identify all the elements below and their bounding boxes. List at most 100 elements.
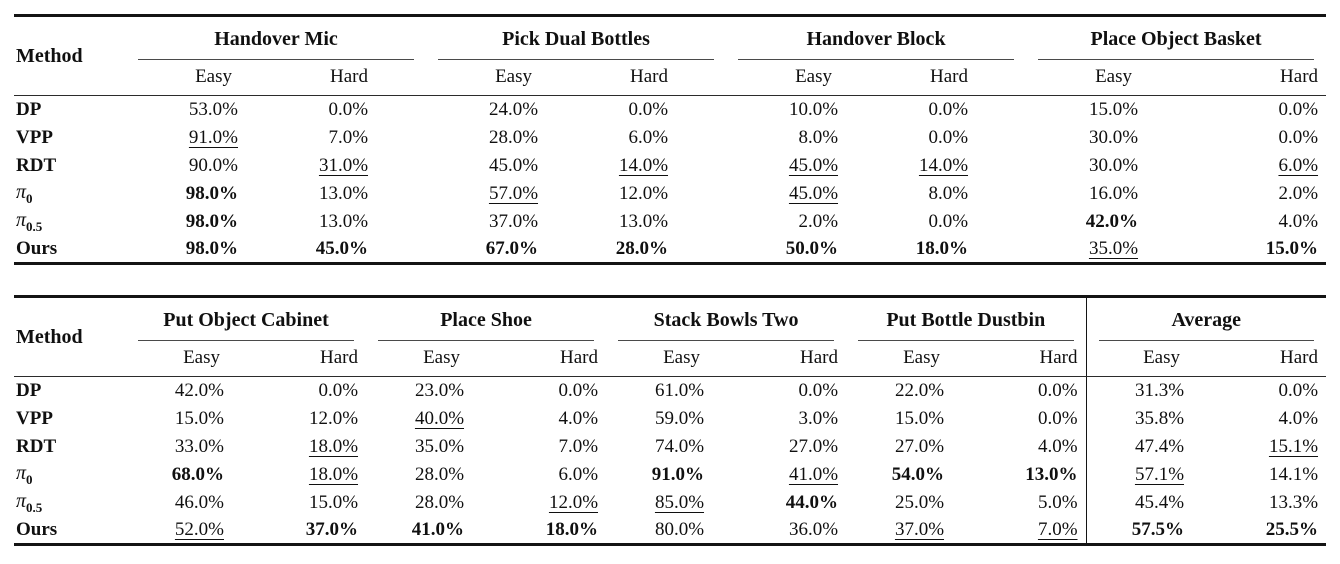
result-cell: 36.0% bbox=[788, 518, 839, 540]
result-cell: 41.0% bbox=[411, 518, 465, 540]
result-cell: 30.0% bbox=[1088, 154, 1139, 176]
result-cell: 98.0% bbox=[185, 237, 238, 259]
subheader-hard: Hard bbox=[726, 340, 847, 377]
method-label: DP bbox=[14, 377, 126, 405]
method-label: π0.5 bbox=[14, 208, 126, 236]
result-cell: 25.0% bbox=[894, 491, 945, 513]
method-label: DP bbox=[14, 96, 126, 124]
group-label: Pick Dual Bottles bbox=[502, 28, 650, 51]
result-cell: 14.0% bbox=[618, 154, 669, 176]
result-cell: 28.0% bbox=[414, 463, 465, 485]
method-label: VPP bbox=[14, 405, 126, 433]
result-cell: 4.0% bbox=[1278, 407, 1319, 429]
table-row: Ours 98.0% 45.0% 67.0% 28.0% 50.0% 18.0% 35.0% 1… bbox=[14, 236, 1326, 264]
result-cell: 4.0% bbox=[1278, 210, 1319, 232]
group-header-handover-block: Handover Block bbox=[726, 16, 1026, 60]
result-cell: 14.1% bbox=[1268, 463, 1319, 485]
result-cell: 37.0% bbox=[305, 518, 359, 540]
result-cell: 6.0% bbox=[628, 126, 669, 148]
result-cell: 33.0% bbox=[174, 435, 224, 457]
result-cell: 0.0% bbox=[928, 98, 969, 120]
method-subscript: 0 bbox=[26, 190, 33, 206]
result-cell: 91.0% bbox=[188, 126, 238, 148]
result-cell: 12.0% bbox=[548, 491, 599, 513]
group-label: Handover Mic bbox=[214, 28, 338, 51]
group-label: Place Shoe bbox=[440, 309, 532, 332]
result-cell: 35.0% bbox=[414, 435, 465, 457]
method-label: π0 bbox=[14, 461, 126, 489]
results-table-2: Method Put Object Cabinet Place Shoe Sta… bbox=[14, 295, 1327, 546]
result-cell: 0.0% bbox=[328, 98, 369, 120]
group-header-place-object-basket: Place Object Basket bbox=[1026, 16, 1326, 60]
method-name: π bbox=[16, 461, 27, 484]
result-cell: 91.0% bbox=[651, 463, 705, 485]
result-cell: 0.0% bbox=[1278, 98, 1319, 120]
table-row: VPP 91.0% 7.0% 28.0% 6.0% 8.0% 0.0% 30.0% 0.0% bbox=[14, 124, 1326, 152]
result-cell: 0.0% bbox=[318, 379, 359, 401]
table-row: DP 53.0% 0.0% 24.0% 0.0% 10.0% 0.0% 15.0% 0.0% bbox=[14, 96, 1326, 124]
result-cell: 0.0% bbox=[558, 379, 599, 401]
result-cell: 35.0% bbox=[1088, 237, 1139, 259]
result-cell: 37.0% bbox=[894, 518, 945, 540]
result-cell: 0.0% bbox=[1037, 379, 1078, 401]
group-label: Put Bottle Dustbin bbox=[886, 309, 1046, 332]
subheader-hard: Hard bbox=[276, 59, 427, 96]
subheader-hard: Hard bbox=[876, 59, 1027, 96]
result-cell: 31.3% bbox=[1085, 376, 1207, 405]
result-cell: 27.0% bbox=[894, 435, 945, 457]
group-label: Average bbox=[1171, 309, 1242, 332]
group-header-row: Method Put Object Cabinet Place Shoe Sta… bbox=[14, 296, 1327, 377]
result-cell: 15.0% bbox=[1088, 98, 1139, 120]
result-cell: 0.0% bbox=[1037, 407, 1078, 429]
result-cell: 40.0% bbox=[414, 407, 465, 429]
method-label: π0 bbox=[14, 180, 126, 208]
result-cell: 30.0% bbox=[1088, 126, 1139, 148]
method-name: π bbox=[16, 489, 27, 512]
result-cell: 5.0% bbox=[1037, 491, 1078, 513]
group-header-average: Average bbox=[1085, 296, 1327, 341]
result-cell: 0.0% bbox=[1278, 126, 1319, 148]
result-cell: 42.0% bbox=[1085, 210, 1139, 232]
result-cell: 3.0% bbox=[798, 407, 839, 429]
paper-results-figure: Method Handover Mic Pick Dual Bottles Ha… bbox=[0, 14, 1340, 546]
result-cell: 80.0% bbox=[654, 518, 705, 540]
method-name: π bbox=[16, 208, 27, 231]
result-cell: 42.0% bbox=[174, 379, 224, 401]
subheader-hard: Hard bbox=[1206, 340, 1327, 377]
result-cell: 13.3% bbox=[1268, 491, 1319, 513]
result-cell: 28.0% bbox=[414, 491, 465, 513]
result-cell: 10.0% bbox=[788, 98, 839, 120]
group-header-row: Method Handover Mic Pick Dual Bottles Ha… bbox=[14, 15, 1326, 96]
table-row: π0 68.0% 18.0% 28.0% 6.0% 91.0% 41.0% 54.0% 13.0… bbox=[14, 460, 1326, 489]
result-cell: 18.0% bbox=[545, 518, 599, 540]
result-cell: 7.0% bbox=[558, 435, 599, 457]
method-column-header: Method bbox=[14, 15, 126, 96]
result-cell: 6.0% bbox=[1278, 154, 1319, 176]
method-subscript: 0.5 bbox=[26, 499, 43, 515]
result-cell: 2.0% bbox=[1278, 182, 1319, 204]
result-cell: 35.8% bbox=[1085, 404, 1207, 433]
method-name: VPP bbox=[16, 126, 53, 148]
subheader-easy: Easy bbox=[606, 340, 727, 377]
result-cell: 57.0% bbox=[488, 182, 539, 204]
result-cell: 13.0% bbox=[318, 210, 369, 232]
result-cell: 27.0% bbox=[788, 435, 839, 457]
result-cell: 59.0% bbox=[654, 407, 705, 429]
result-cell: 57.1% bbox=[1085, 460, 1207, 489]
table-row: RDT 90.0% 31.0% 45.0% 14.0% 45.0% 14.0% 30.0% 6.… bbox=[14, 152, 1326, 180]
result-cell: 68.0% bbox=[171, 463, 224, 485]
result-cell: 8.0% bbox=[928, 182, 969, 204]
method-label: Ours bbox=[14, 517, 126, 545]
subheader-hard: Hard bbox=[486, 340, 607, 377]
result-cell: 98.0% bbox=[185, 210, 238, 232]
result-cell: 13.0% bbox=[618, 210, 669, 232]
result-cell: 22.0% bbox=[894, 379, 945, 401]
method-subscript: 0.5 bbox=[26, 218, 43, 234]
result-cell: 54.0% bbox=[891, 463, 945, 485]
subheader-hard: Hard bbox=[966, 340, 1087, 377]
result-cell: 15.0% bbox=[1265, 237, 1319, 259]
subheader-easy: Easy bbox=[366, 340, 487, 377]
result-cell: 45.0% bbox=[488, 154, 539, 176]
method-label: VPP bbox=[14, 124, 126, 152]
result-cell: 41.0% bbox=[788, 463, 839, 485]
